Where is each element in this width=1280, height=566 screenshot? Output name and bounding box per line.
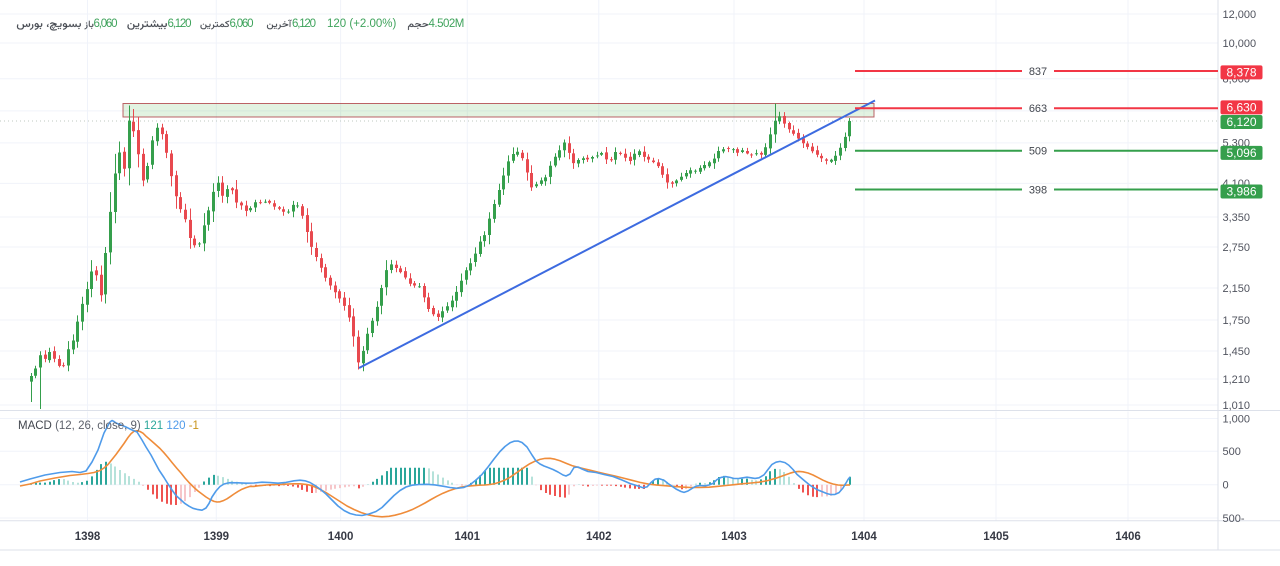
svg-text:3,986: 3,986 <box>1226 185 1256 199</box>
svg-text:1400: 1400 <box>328 531 354 543</box>
svg-text:663: 663 <box>1029 103 1047 115</box>
svg-text:6,060: 6,060 <box>94 18 118 30</box>
svg-text:2,750: 2,750 <box>1223 242 1251 254</box>
svg-text:1,750: 1,750 <box>1223 315 1251 327</box>
svg-text:1405: 1405 <box>983 531 1009 543</box>
svg-text:398: 398 <box>1029 184 1047 196</box>
svg-text:509: 509 <box>1029 146 1047 158</box>
svg-text:5,096: 5,096 <box>1226 146 1256 160</box>
svg-text:1,210: 1,210 <box>1223 374 1251 386</box>
svg-text:1,450: 1,450 <box>1223 346 1251 358</box>
svg-text:12,000: 12,000 <box>1223 9 1257 21</box>
svg-text:1398: 1398 <box>75 531 101 543</box>
svg-text:3,350: 3,350 <box>1223 212 1251 224</box>
svg-text:1404: 1404 <box>851 531 877 543</box>
svg-text:MACD (12, 26, close, 9) 121 12: MACD (12, 26, close, 9) 121 120 -1 <box>18 420 199 432</box>
svg-text:6,060: 6,060 <box>230 18 254 30</box>
svg-text:1,000: 1,000 <box>1223 413 1251 425</box>
svg-text:1401: 1401 <box>455 531 481 543</box>
svg-text:6,120: 6,120 <box>292 18 316 30</box>
svg-text:500-: 500- <box>1223 513 1245 525</box>
svg-text:2,150: 2,150 <box>1223 283 1251 295</box>
svg-text:6,120: 6,120 <box>168 18 192 30</box>
svg-text:0: 0 <box>1223 480 1229 492</box>
svg-text:1399: 1399 <box>204 531 230 543</box>
svg-text:6,120: 6,120 <box>1226 115 1256 129</box>
svg-text:8,378: 8,378 <box>1226 66 1256 80</box>
svg-text:500: 500 <box>1223 446 1241 458</box>
svg-text:1403: 1403 <box>721 531 747 543</box>
svg-text:4.502M: 4.502M <box>429 18 464 30</box>
svg-text:1406: 1406 <box>1115 531 1141 543</box>
svg-text:6,630: 6,630 <box>1226 101 1256 115</box>
svg-text:10,000: 10,000 <box>1223 38 1257 50</box>
svg-text:120 (+2.00%): 120 (+2.00%) <box>327 18 397 30</box>
svg-text:1402: 1402 <box>586 531 612 543</box>
svg-text:1,010: 1,010 <box>1223 400 1251 412</box>
svg-text:837: 837 <box>1029 66 1047 78</box>
